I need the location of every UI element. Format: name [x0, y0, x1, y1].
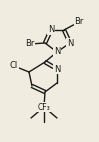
- Text: N: N: [48, 26, 54, 35]
- Text: Br: Br: [74, 17, 84, 27]
- Text: N: N: [54, 64, 60, 74]
- Text: N: N: [54, 48, 60, 57]
- Text: Br: Br: [25, 39, 35, 49]
- Text: CF₃: CF₃: [38, 103, 50, 111]
- Text: Cl: Cl: [10, 61, 18, 70]
- Text: N: N: [67, 38, 73, 48]
